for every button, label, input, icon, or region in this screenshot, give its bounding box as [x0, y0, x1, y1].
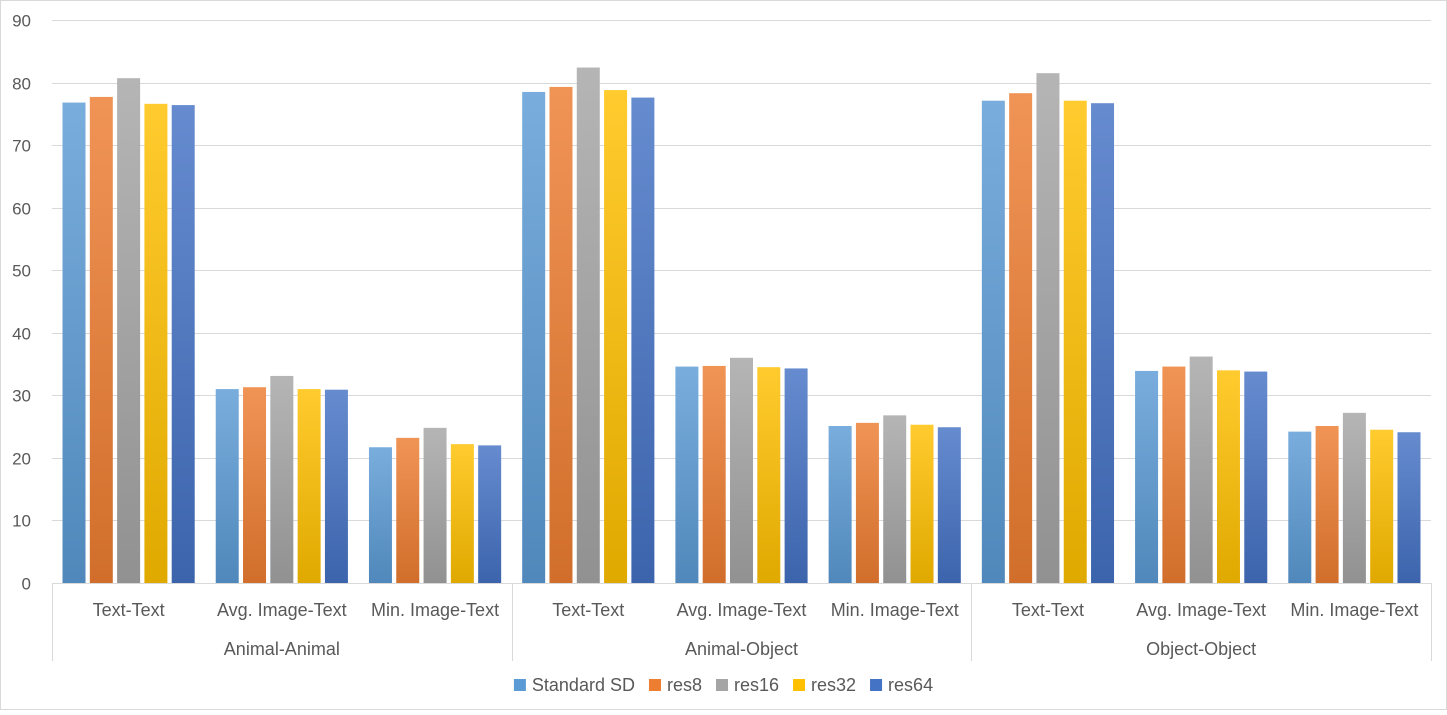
legend-label: res8: [667, 675, 702, 695]
x-category-label: Text-Text: [93, 600, 165, 620]
bar-res8: [243, 387, 267, 583]
bar-res32: [1370, 429, 1394, 583]
bar-res8: [549, 86, 573, 584]
x-category-label: Avg. Image-Text: [217, 600, 347, 620]
bar-res16: [730, 357, 753, 583]
y-tick-label: 90: [12, 12, 31, 31]
y-tick-label: 60: [12, 200, 31, 219]
bar-res64: [1091, 103, 1115, 583]
bar-standard-sd: [522, 91, 546, 583]
legend-label: Standard SD: [532, 675, 635, 695]
legend-swatch: [870, 679, 883, 691]
bar-res64: [171, 105, 195, 583]
bar-res32: [604, 90, 628, 583]
bar-res32: [297, 389, 321, 583]
y-tick-label: 10: [12, 512, 31, 531]
y-tick-label: 20: [12, 450, 31, 469]
bar-standard-sd: [62, 102, 86, 583]
bar-res64: [937, 427, 961, 583]
bar-res16: [1036, 73, 1060, 584]
x-group-label: Animal-Animal: [224, 639, 340, 659]
bar-standard-sd: [675, 366, 699, 583]
legend-swatch: [715, 679, 728, 691]
x-group-label: Animal-Object: [685, 639, 798, 659]
bar-standard-sd: [215, 389, 239, 583]
legend-label: res64: [888, 675, 933, 695]
bars: [62, 67, 1421, 584]
bar-res8: [702, 365, 726, 583]
bar-standard-sd: [1288, 431, 1312, 583]
bar-res64: [631, 97, 655, 583]
bar-res16: [1342, 412, 1366, 583]
bar-res16: [576, 67, 600, 584]
x-axis: Text-Text Avg. Image-Text Min. Image-Text T…: [52, 583, 1432, 661]
x-category-label: Min. Image-Text: [371, 600, 499, 620]
bar-res64: [324, 389, 348, 583]
y-tick-label: 0: [22, 575, 31, 594]
x-category-label: Min. Image-Text: [1290, 600, 1418, 620]
bar-standard-sd: [368, 447, 392, 583]
x-category-label: Min. Image-Text: [831, 600, 959, 620]
bar-res32: [910, 424, 934, 583]
bar-res8: [396, 437, 420, 583]
bar-res8: [89, 96, 113, 583]
bar-standard-sd: [981, 100, 1005, 583]
bar-res32: [450, 444, 474, 583]
legend-swatch: [648, 679, 661, 691]
x-group-label: Object-Object: [1146, 639, 1256, 659]
bar-res32: [1216, 370, 1240, 583]
bar-res8: [855, 422, 879, 583]
bar-res64: [478, 445, 502, 583]
legend-swatch: [793, 679, 806, 691]
bar-res64: [784, 368, 808, 583]
bar-res16: [423, 427, 447, 583]
y-tick-label: 70: [12, 137, 31, 156]
bar-res16: [117, 78, 141, 584]
y-tick-label: 50: [12, 262, 31, 281]
bar-res64: [1397, 432, 1421, 583]
x-category-label: Text-Text: [1012, 600, 1084, 620]
bar-res16: [1189, 356, 1213, 583]
bar-standard-sd: [828, 425, 852, 583]
y-tick-label: 30: [12, 387, 31, 406]
bar-res64: [1244, 371, 1268, 583]
bar-res8: [1162, 366, 1186, 583]
bar-res16: [270, 375, 294, 583]
bar-res8: [1009, 93, 1033, 583]
bar-res32: [1063, 100, 1087, 583]
x-category-label: Avg. Image-Text: [677, 600, 807, 620]
x-category-label: Avg. Image-Text: [1136, 600, 1266, 620]
y-axis-tick-labels: 0 10 20 30 40 50 60 70 80 90: [12, 12, 31, 594]
bar-res16: [883, 415, 907, 583]
bar-standard-sd: [1135, 370, 1159, 583]
y-tick-label: 40: [12, 325, 31, 344]
bar-res32: [757, 367, 781, 583]
x-category-label: Text-Text: [552, 600, 624, 620]
y-tick-label: 80: [12, 75, 31, 94]
legend-label: res16: [734, 675, 779, 695]
bar-res32: [144, 103, 168, 583]
bar-res8: [1315, 425, 1339, 583]
legend: Standard SD res8 res16 res32 res64: [513, 675, 933, 695]
legend-label: res32: [811, 675, 856, 695]
legend-swatch: [513, 679, 526, 691]
